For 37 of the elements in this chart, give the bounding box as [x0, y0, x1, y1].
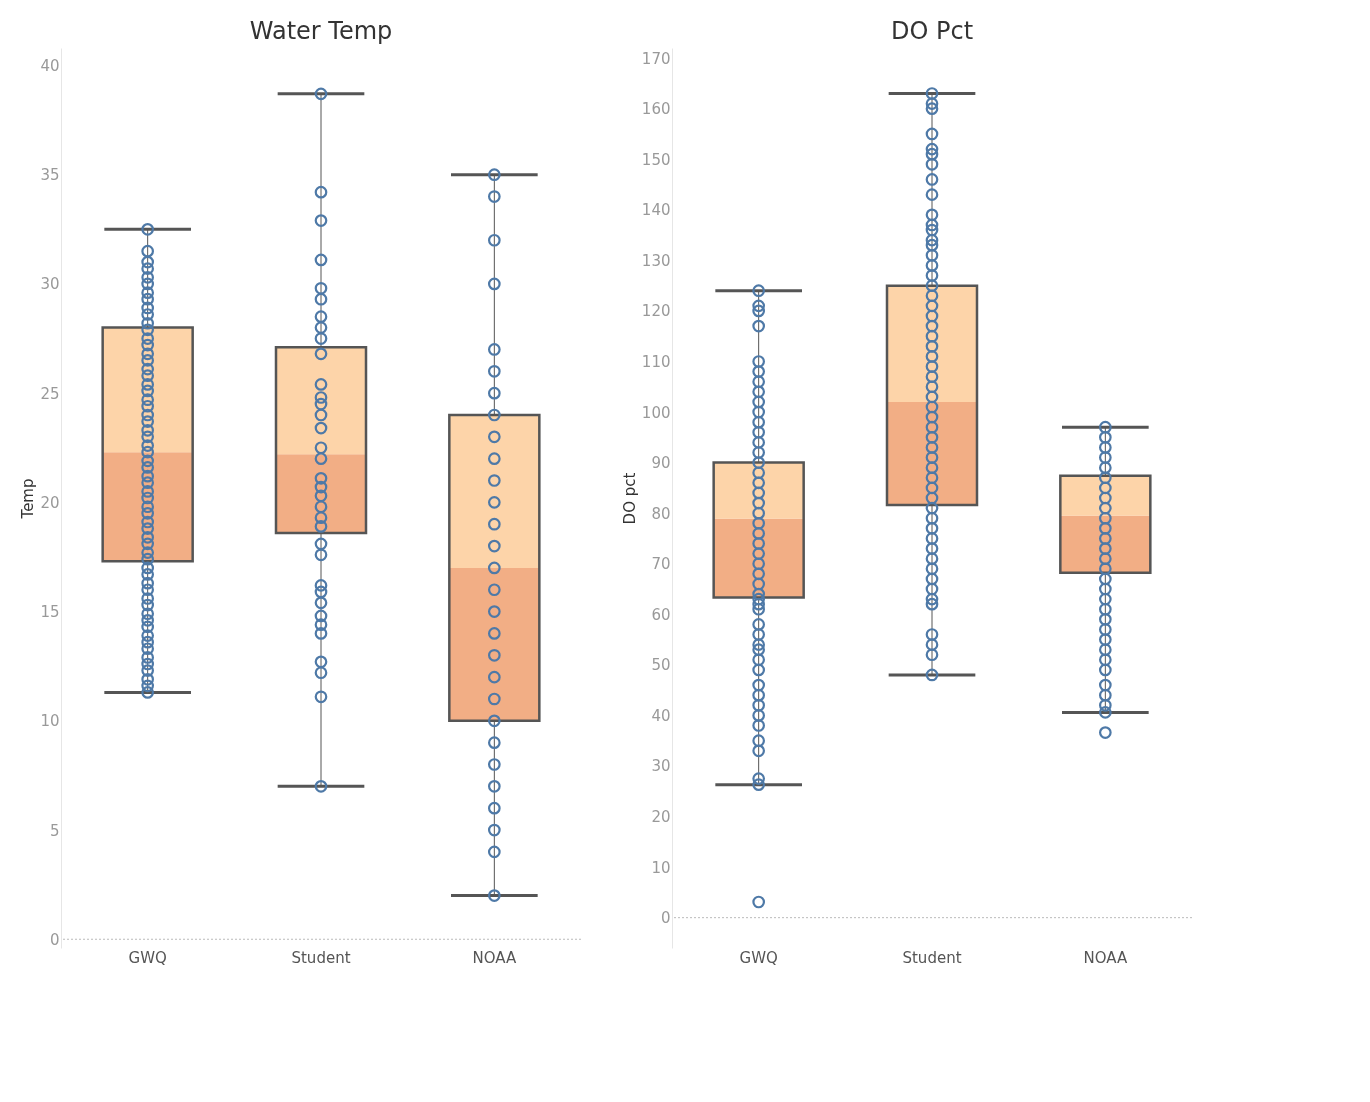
y-tick-label: 10: [651, 858, 671, 877]
y-tick-label: 25: [40, 384, 60, 403]
y-tick-label: 0: [660, 909, 671, 928]
y-tick-label: 80: [651, 504, 671, 523]
x-tick-label: NOAA: [1083, 948, 1128, 967]
y-tick-label: 90: [651, 454, 671, 473]
x-tick-label: GWQ: [739, 948, 778, 967]
y-axis-title: DO pct: [620, 472, 639, 525]
chart-title: DO Pct: [890, 17, 974, 45]
y-tick-label: 20: [40, 493, 60, 512]
y-tick-label: 10: [40, 712, 60, 731]
y-tick-label: 130: [641, 251, 671, 270]
x-tick-label: Student: [902, 948, 962, 967]
x-tick-label: NOAA: [472, 948, 517, 967]
y-tick-label: 40: [651, 706, 671, 725]
x-tick-label: GWQ: [128, 948, 167, 967]
y-tick-label: 120: [641, 302, 671, 321]
y-tick-label: 0: [49, 930, 60, 949]
y-tick-label: 40: [40, 56, 60, 75]
y-tick-label: 110: [641, 352, 671, 371]
y-tick-label: 30: [651, 757, 671, 776]
y-tick-label: 5: [49, 821, 60, 840]
y-tick-label: 150: [641, 150, 671, 169]
y-tick-label: 170: [641, 49, 671, 68]
y-tick-label: 50: [651, 656, 671, 675]
chart-title: Water Temp: [249, 17, 393, 45]
y-tick-label: 100: [641, 403, 671, 422]
y-tick-label: 70: [651, 555, 671, 574]
y-tick-label: 15: [40, 603, 60, 622]
x-tick-label: Student: [291, 948, 351, 967]
y-tick-label: 140: [641, 201, 671, 220]
y-tick-label: 35: [40, 166, 60, 185]
y-axis-title: Temp: [19, 478, 38, 520]
y-tick-label: 160: [641, 100, 671, 119]
y-tick-label: 20: [651, 808, 671, 827]
y-tick-label: 30: [40, 275, 60, 294]
y-tick-label: 60: [651, 605, 671, 624]
